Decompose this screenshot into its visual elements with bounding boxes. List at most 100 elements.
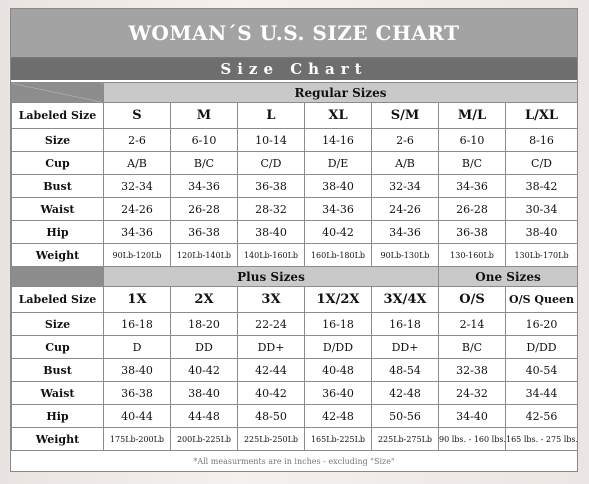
table-cell: 140Lb-160Lb: [237, 243, 305, 267]
size-header-5: M/L: [438, 102, 506, 129]
table-row: Weight 90Lb-120Lb 120Lb-140Lb 140Lb-160Lb 16…: [11, 243, 579, 267]
size-header-plus-2: 3X: [237, 286, 305, 313]
size-header-plus-6: O/S Queen: [504, 286, 579, 313]
size-header-plus-1: 2X: [170, 286, 238, 313]
regular-size-row: Labeled Size S M L XL S/M M/L L/XL: [11, 102, 579, 129]
size-header-3: XL: [304, 102, 372, 129]
table-cell: 40-54: [504, 358, 579, 382]
table-cell: 38-40: [103, 358, 171, 382]
table-cell: 34-40: [438, 404, 506, 428]
table-cell: 26-28: [438, 197, 506, 221]
table-cell: 38-40: [504, 220, 579, 244]
regular-sizes-header: Regular Sizes: [102, 82, 579, 103]
table-cell: 36-38: [170, 220, 238, 244]
table-cell: 165Lb-225Lb: [304, 427, 372, 451]
size-header-6: L/XL: [504, 102, 579, 129]
row-label-size: Size: [11, 312, 104, 336]
table-cell: 40-42: [170, 358, 238, 382]
table-row: Waist 24-26 26-28 28-32 34-36 24-26 26-28 30-34: [11, 197, 579, 221]
size-header-1: M: [170, 102, 238, 129]
row-label-waist: Waist: [11, 197, 104, 221]
table-row: Cup A/B B/C C/D D/E A/B B/C C/D: [11, 151, 579, 175]
table-cell: 34-36: [304, 197, 372, 221]
footnote: *All measurments are in inches - excludi…: [193, 456, 395, 466]
table-cell: 40-44: [103, 404, 171, 428]
row-label-cup: Cup: [11, 335, 104, 359]
table-cell: DD+: [371, 335, 439, 359]
table-cell: 2-14: [438, 312, 506, 336]
table-cell: D/DD: [504, 335, 579, 359]
table-cell: 34-36: [170, 174, 238, 198]
table-cell: 18-20: [170, 312, 238, 336]
row-label-weight: Weight: [11, 427, 104, 451]
table-cell: DD+: [237, 335, 305, 359]
table-cell: 36-38: [438, 220, 506, 244]
table-cell: 40-42: [304, 220, 372, 244]
table-cell: 120Lb-140Lb: [170, 243, 238, 267]
table-cell: 16-18: [304, 312, 372, 336]
table-cell: 34-44: [504, 381, 579, 405]
table-cell: 48-50: [237, 404, 305, 428]
row-label-bust: Bust: [11, 358, 104, 382]
table-cell: 42-44: [237, 358, 305, 382]
corner-cell: [11, 266, 104, 287]
size-chart: WOMAN´S U.S. SIZE CHART Size Chart Regul…: [10, 8, 579, 472]
table-cell: 40-42: [237, 381, 305, 405]
table-cell: DD: [170, 335, 238, 359]
table-cell: 30-34: [504, 197, 579, 221]
table-cell: 48-54: [371, 358, 439, 382]
table-cell: C/D: [237, 151, 305, 175]
table-cell: 6-10: [170, 128, 238, 152]
table-cell: 2-6: [103, 128, 171, 152]
one-sizes-header: One Sizes: [437, 266, 579, 287]
table-cell: 2-6: [371, 128, 439, 152]
chart-subtitle: Size Chart: [11, 58, 577, 80]
table-cell: D/DD: [304, 335, 372, 359]
row-label-cup: Cup: [11, 151, 104, 175]
table-cell: 42-48: [304, 404, 372, 428]
table-cell: 90 lbs. - 160 lbs.: [438, 427, 506, 451]
table-cell: 16-20: [504, 312, 579, 336]
table-cell: 34-36: [371, 220, 439, 244]
table-row: Cup D DD DD+ D/DD DD+ B/C D/DD: [11, 335, 579, 359]
table-cell: 44-48: [170, 404, 238, 428]
size-header-2: L: [237, 102, 305, 129]
table-cell: 160Lb-180Lb: [304, 243, 372, 267]
size-header-plus-5: O/S: [438, 286, 506, 313]
table-cell: 130-160Lb: [438, 243, 506, 267]
table-cell: 32-38: [438, 358, 506, 382]
table-row: Hip 34-36 36-38 38-40 40-42 34-36 36-38 38-40: [11, 220, 579, 244]
table-cell: 6-10: [438, 128, 506, 152]
table-cell: 200Lb-225Lb: [170, 427, 238, 451]
table-cell: 42-56: [504, 404, 579, 428]
size-header-4: S/M: [371, 102, 439, 129]
row-label-bust: Bust: [11, 174, 104, 198]
table-cell: 16-18: [103, 312, 171, 336]
table-cell: 34-36: [103, 220, 171, 244]
row-label-waist: Waist: [11, 381, 104, 405]
size-header-0: S: [103, 102, 171, 129]
table-row: Hip 40-44 44-48 48-50 42-48 50-56 34-40 42-56: [11, 404, 579, 428]
table-cell: B/C: [170, 151, 238, 175]
size-table: Regular Sizes Labeled Size S M L XL S/M M/L L/X…: [11, 82, 579, 451]
table-cell: 38-40: [237, 220, 305, 244]
table-cell: 24-32: [438, 381, 506, 405]
table-cell: 165 lbs. - 275 lbs.: [504, 427, 579, 451]
table-cell: B/C: [438, 151, 506, 175]
chart-title: WOMAN´S U.S. SIZE CHART: [11, 9, 577, 58]
table-cell: 34-36: [438, 174, 506, 198]
table-cell: 14-16: [304, 128, 372, 152]
table-cell: 225Lb-275Lb: [371, 427, 439, 451]
corner-cell: [11, 82, 104, 103]
table-cell: 36-40: [304, 381, 372, 405]
table-cell: B/C: [438, 335, 506, 359]
table-cell: 40-48: [304, 358, 372, 382]
table-cell: 32-34: [371, 174, 439, 198]
table-cell: A/B: [371, 151, 439, 175]
size-header-plus-0: 1X: [103, 286, 171, 313]
table-cell: 38-40: [170, 381, 238, 405]
table-cell: 22-24: [237, 312, 305, 336]
table-cell: 8-16: [504, 128, 579, 152]
table-cell: 42-48: [371, 381, 439, 405]
table-cell: 50-56: [371, 404, 439, 428]
